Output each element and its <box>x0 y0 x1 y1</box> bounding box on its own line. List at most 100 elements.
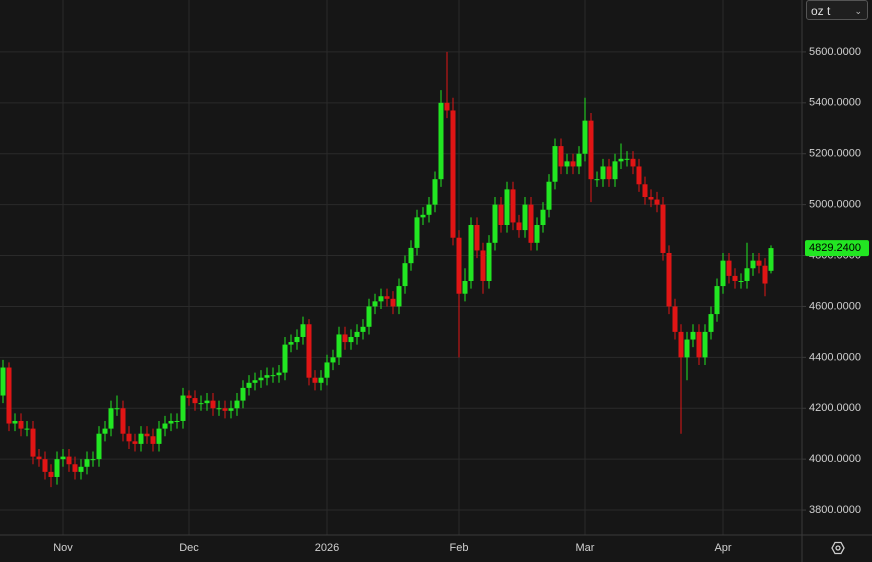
candle-body <box>636 166 642 185</box>
settings-icon[interactable] <box>831 541 845 555</box>
candle-body <box>222 408 228 411</box>
candle-body <box>672 306 678 332</box>
candle-body <box>708 314 714 332</box>
candle-body <box>186 395 192 399</box>
candle-body <box>234 400 240 409</box>
candle-body <box>300 324 306 337</box>
candle-body <box>6 367 12 424</box>
candle-body <box>612 161 618 180</box>
candle-body <box>156 428 162 444</box>
dropdown-arrow: ⌄ <box>854 6 862 16</box>
candle-body <box>564 161 570 167</box>
candle-body <box>642 184 648 197</box>
candle-body <box>486 242 492 281</box>
candle-body <box>120 408 126 434</box>
candle-body <box>288 342 294 345</box>
candle-body <box>114 408 120 410</box>
candle-body <box>624 158 630 160</box>
candle-body <box>342 334 348 343</box>
candle-body <box>18 420 24 429</box>
candle-body <box>228 408 234 411</box>
candle-body <box>264 375 270 378</box>
candle-body <box>714 286 720 315</box>
candle-body <box>240 387 246 401</box>
candle-body <box>498 204 504 225</box>
last-price-marker <box>805 240 869 257</box>
candle-body <box>192 398 198 404</box>
candle-body <box>504 189 510 225</box>
candle-body <box>90 459 96 461</box>
candle-body <box>516 222 522 231</box>
candle-body <box>414 217 420 248</box>
candle-body <box>366 306 372 327</box>
candle-body <box>132 441 138 444</box>
y-tick-label: 5000.0000 <box>809 199 861 211</box>
candle-body <box>336 334 342 358</box>
candle-body <box>348 336 354 343</box>
y-tick-label: 4600.0000 <box>809 300 861 312</box>
candle-body <box>270 375 276 377</box>
candle-body <box>408 247 414 264</box>
candle-body <box>582 120 588 154</box>
candle-body <box>468 224 474 281</box>
candle-body <box>276 372 282 376</box>
candle-body <box>318 377 324 383</box>
candle-body <box>180 395 186 421</box>
candle-body <box>444 102 450 111</box>
candle-body <box>330 357 336 363</box>
candle-body <box>396 286 402 307</box>
candle-body <box>756 260 762 266</box>
candle-body <box>210 400 216 409</box>
candle-body <box>534 224 540 243</box>
candle-body <box>198 403 204 405</box>
candle-body <box>168 420 174 424</box>
candle-body <box>474 224 480 251</box>
candle-body <box>666 252 672 307</box>
candle-body <box>768 248 774 271</box>
candle-body <box>438 102 444 180</box>
candle-body <box>492 204 498 243</box>
candle-body <box>96 433 102 460</box>
candle-body <box>12 420 18 424</box>
candle-body <box>678 331 684 358</box>
candle-body <box>426 204 432 215</box>
candle-body <box>540 209 546 225</box>
candle-body <box>30 428 36 457</box>
y-tick-label: 5200.0000 <box>809 148 861 160</box>
candle-body <box>750 260 756 269</box>
candle-body <box>24 428 30 430</box>
x-tick-label: Dec <box>179 542 199 554</box>
candle-body <box>450 110 456 238</box>
candle-body <box>726 260 732 276</box>
candle-body <box>174 420 180 422</box>
unit-selector-text: oz t <box>811 4 831 18</box>
candle-body <box>282 344 288 373</box>
unit-selector[interactable]: oz t ⌄ <box>806 0 868 20</box>
candle-body <box>126 433 132 442</box>
candle-body <box>732 275 738 281</box>
candle-body <box>42 459 48 472</box>
candle-body <box>558 146 564 167</box>
candle-body <box>690 331 696 340</box>
candle-body <box>54 459 60 477</box>
candle-body <box>702 331 708 358</box>
candle-body <box>600 166 606 180</box>
candle-body <box>432 179 438 205</box>
candle-body <box>630 158 636 167</box>
candle-body <box>324 362 330 378</box>
candle-body <box>204 400 210 404</box>
candle-body <box>480 250 486 281</box>
candle-body <box>552 146 558 182</box>
candle-body <box>312 377 318 383</box>
candle-body <box>390 298 396 307</box>
y-tick-label: 4000.0000 <box>809 453 861 465</box>
x-tick-label: Mar <box>576 542 595 554</box>
candle-body <box>696 331 702 358</box>
candle-body <box>528 204 534 243</box>
candle-body <box>84 459 90 467</box>
candle-body <box>744 268 750 281</box>
y-tick-label: 3800.0000 <box>809 504 861 516</box>
last-price-label: 4829.2400 <box>809 242 861 254</box>
